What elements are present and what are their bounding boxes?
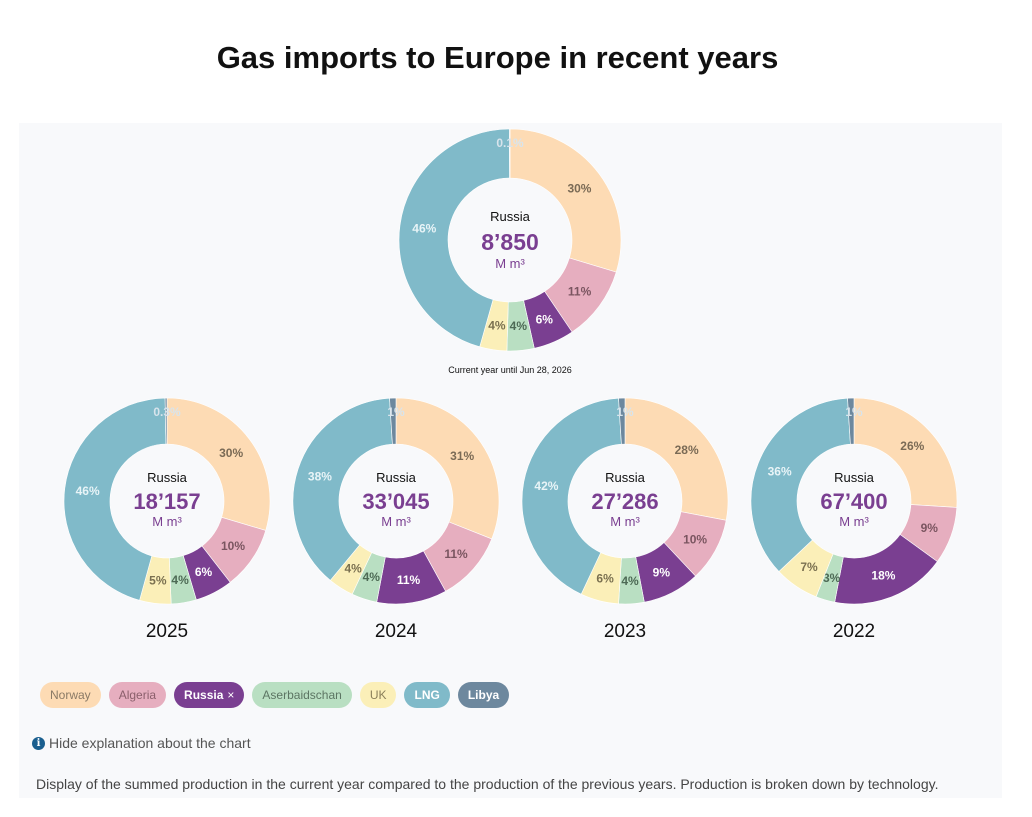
slice-label: 7% [800, 560, 818, 574]
legend-pill-label: UK [369, 688, 387, 702]
slice-norway[interactable] [395, 397, 500, 540]
center-unit: M m³ [381, 514, 411, 529]
slice-label: 10% [221, 539, 245, 553]
slice-label: 36% [768, 465, 792, 479]
slice-label: 26% [900, 439, 924, 453]
legend-pill-label: Norway [50, 688, 91, 702]
legend-pill-lng[interactable]: LNG [404, 682, 450, 708]
center-value: 27’286 [591, 489, 658, 514]
slice-label: 28% [675, 443, 699, 457]
slice-libya[interactable] [847, 397, 855, 445]
year-label: 2023 [604, 621, 646, 642]
legend-pill-libya[interactable]: Libya [457, 682, 510, 708]
slice-label: 4% [171, 573, 189, 587]
center-value: 8’850 [481, 229, 539, 255]
slice-norway[interactable] [624, 397, 729, 521]
slice-label: 4% [621, 574, 639, 588]
center-unit: M m³ [152, 514, 182, 529]
slice-label: 18% [871, 568, 895, 582]
info-icon: i [32, 736, 45, 750]
year-label: 2022 [833, 621, 875, 642]
explanation-toggle[interactable]: i Hide explanation about the chart [32, 735, 251, 751]
slice-label: 46% [412, 221, 436, 235]
slice-label: 46% [76, 484, 100, 498]
center-unit: M m³ [839, 514, 869, 529]
slice-label: 6% [195, 565, 213, 579]
center-value: 67’400 [820, 489, 887, 514]
slice-label: 4% [510, 319, 528, 333]
slice-label: 0.3% [153, 405, 181, 419]
slice-norway[interactable] [853, 397, 958, 508]
page-title: Gas imports to Europe in recent years [216, 40, 779, 75]
legend-pill-russia[interactable]: Russia × [174, 682, 245, 708]
slice-label: 1% [387, 405, 405, 419]
slice-label: 31% [450, 449, 474, 463]
slice-libya[interactable] [618, 397, 626, 445]
legend-pill-label: Russia [184, 688, 224, 702]
slice-label: 30% [567, 181, 591, 195]
legend-pill-aserbaidschan[interactable]: Aserbaidschan [252, 682, 352, 708]
slice-label: 11% [397, 573, 421, 587]
center-label: Russia [834, 470, 875, 485]
slice-label: 30% [219, 446, 243, 460]
legend: Norway Algeria Russia × Aserbaidschan UK LNG Li… [40, 682, 510, 708]
slice-label: 1% [616, 405, 634, 419]
year-label: 2024 [375, 621, 418, 642]
slice-label: 42% [534, 479, 558, 493]
slice-label: 4% [363, 570, 381, 584]
slice-label: 9% [653, 565, 671, 579]
slice-libya[interactable] [164, 397, 168, 445]
slice-label: 3% [823, 571, 841, 585]
slice-label: 6% [596, 571, 614, 585]
center-label: Russia [490, 209, 531, 224]
center-label: Russia [147, 470, 188, 485]
slice-libya[interactable] [389, 397, 397, 445]
slice-label: 4% [488, 318, 506, 332]
slice-label: 11% [568, 284, 592, 298]
center-unit: M m³ [610, 514, 640, 529]
legend-pill-label: Libya [467, 688, 500, 702]
slice-label: 9% [921, 521, 939, 535]
close-icon[interactable]: × [227, 688, 235, 702]
explanation-text: Display of the summed production in the … [36, 776, 939, 792]
center-value: 33’045 [362, 489, 429, 514]
slice-label: 1% [845, 405, 863, 419]
slice-lng[interactable] [750, 397, 851, 572]
center-label: Russia [376, 470, 417, 485]
slice-norway[interactable] [166, 397, 271, 531]
legend-pill-label: LNG [414, 688, 440, 702]
legend-pill-norway[interactable]: Norway [40, 682, 101, 708]
legend-pill-label: Aserbaidschan [262, 688, 342, 702]
center-value: 18’157 [133, 489, 200, 514]
explanation-toggle-label: Hide explanation about the chart [49, 735, 251, 751]
slice-label: 10% [683, 533, 707, 547]
slice-lng[interactable] [63, 397, 167, 601]
legend-pill-uk[interactable]: UK [359, 682, 397, 708]
center-label: Russia [605, 470, 646, 485]
slice-label: 0.1% [496, 136, 524, 150]
slice-lng[interactable] [521, 397, 622, 595]
center-unit: M m³ [495, 256, 525, 271]
slice-label: 11% [444, 547, 468, 561]
slice-libya[interactable] [509, 128, 511, 179]
slice-norway[interactable] [509, 128, 622, 273]
year-label: 2025 [146, 621, 188, 642]
legend-pill-algeria[interactable]: Algeria [108, 682, 167, 708]
slice-label: 4% [344, 562, 362, 576]
slice-label: 38% [308, 469, 332, 483]
slice-label: 5% [149, 573, 167, 587]
current-year-caption: Current year until Jun 28, 2026 [448, 365, 572, 375]
slice-lng[interactable] [292, 397, 393, 581]
slice-label: 6% [536, 312, 554, 326]
slice-lng[interactable] [398, 128, 510, 348]
legend-pill-label: Algeria [118, 688, 157, 702]
